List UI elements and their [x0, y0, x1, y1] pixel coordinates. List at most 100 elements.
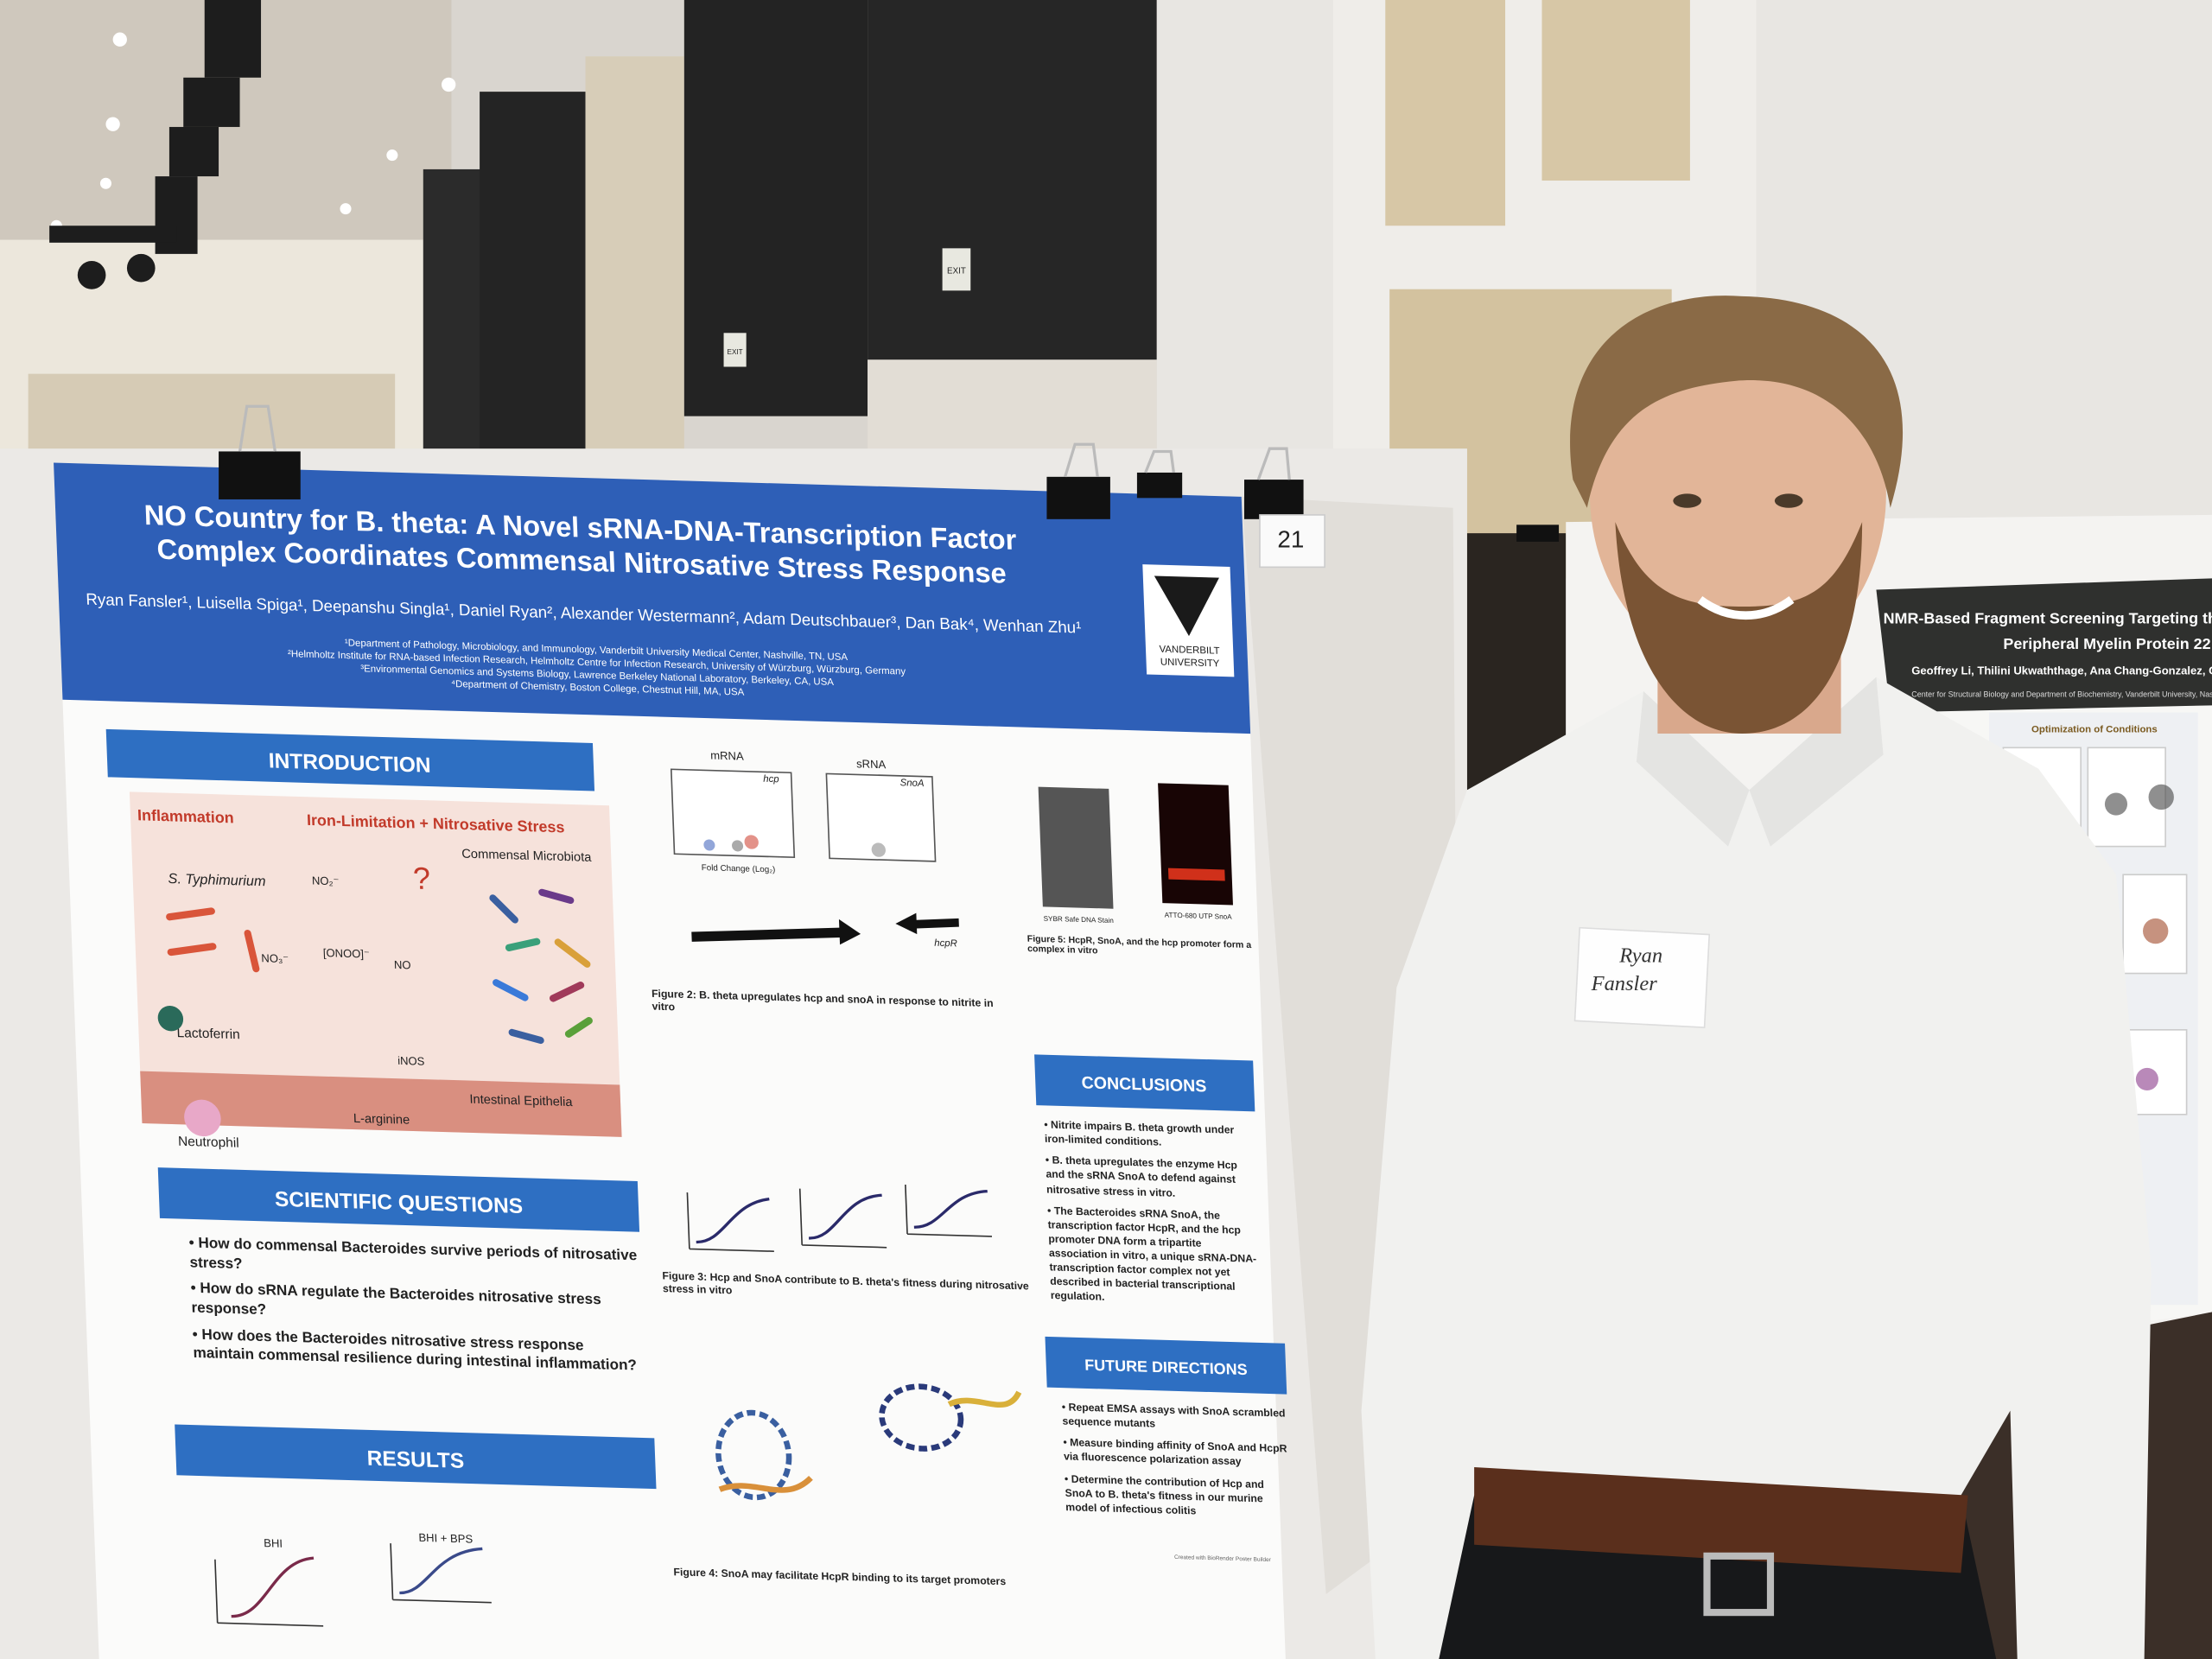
logo-text: VANDERBILT	[1159, 645, 1219, 657]
figure-caption: Figure 2: B. theta upregulates hcp and s…	[652, 987, 994, 1013]
poster-header	[54, 462, 1251, 734]
intro-label: Commensal Microbiota	[461, 848, 593, 865]
name-tag	[1573, 926, 1711, 1029]
board-number: 21	[1277, 525, 1304, 552]
growth-plots	[214, 1543, 492, 1627]
wall-strip	[585, 56, 684, 480]
question: • How does the Bacteroides nitrosative s…	[192, 1325, 638, 1375]
intro-label: NO₃⁻	[261, 951, 289, 965]
intro-label: [ONOO]⁻	[323, 946, 371, 961]
future-item: • Measure binding affinity of SnoA and H…	[1063, 1436, 1287, 1469]
neighbor-affiliation: Center for Structural Biology and Depart…	[1911, 690, 2212, 699]
volcano-plot	[670, 768, 796, 859]
intro-label: Lactoferrin	[176, 1026, 240, 1042]
gel-band	[1167, 868, 1225, 881]
figure-label: hcpR	[934, 938, 957, 950]
beard	[1615, 522, 1863, 734]
number-card	[1259, 514, 1325, 569]
intro-label: NO	[394, 958, 411, 972]
section-bar	[105, 728, 595, 791]
neighbor-title: NMR-Based Fragment Screening Targeting t…	[1884, 610, 2212, 627]
face	[1590, 317, 1886, 671]
stage-lights	[49, 0, 262, 289]
shirt	[1361, 677, 2152, 1659]
exit-sign	[723, 333, 747, 367]
eye	[1673, 493, 1701, 508]
conclusion: • Nitrite impairs B. theta growth under …	[1044, 1118, 1235, 1149]
logo-mark	[1154, 575, 1219, 637]
intro-label: S. Typhimurium	[168, 871, 266, 889]
acoustic-panel	[1385, 0, 1506, 226]
figure-label: mRNA	[710, 749, 744, 763]
figure-label: sRNA	[856, 757, 887, 771]
exit-text: EXIT	[728, 348, 743, 356]
intro-label: Intestinal Epithelia	[469, 1093, 574, 1109]
plot-label: BHI + BPS	[418, 1531, 474, 1546]
pillar	[480, 92, 586, 466]
gene-arrow	[895, 912, 959, 935]
section-bar	[175, 1424, 657, 1490]
neutrophil-icon	[184, 1099, 221, 1137]
pillar	[683, 0, 868, 416]
epithelium	[140, 1071, 622, 1137]
protein-structures	[715, 1383, 1022, 1501]
ceiling-lights	[50, 32, 456, 232]
exit-sign	[942, 248, 971, 291]
question: • How do sRNA regulate the Bacteroides n…	[190, 1280, 602, 1319]
intro-label: Neutrophil	[178, 1135, 239, 1151]
exit-text: EXIT	[947, 267, 966, 276]
neighbor-header	[1876, 578, 2212, 713]
gel-image	[1038, 786, 1114, 909]
pillar	[868, 0, 1157, 360]
poster: NO Country for B. theta: A Novel sRNA-DN…	[54, 462, 1288, 1659]
intro-label: L-arginine	[353, 1112, 410, 1128]
name-tag-text: Ryan	[1618, 944, 1662, 967]
section-bar	[1034, 1054, 1255, 1112]
neighbor-authors: Geoffrey Li, Thilini Ukwaththage, Ana Ch…	[1911, 664, 2212, 677]
figure-label: ATTO-680 UTP SnoA	[1165, 912, 1233, 921]
conclusion: • B. theta upregulates the enzyme Hcp an…	[1045, 1154, 1238, 1199]
conclusion: • The Bacteroides sRNA SnoA, the transcr…	[1046, 1204, 1257, 1304]
logo-text: UNIVERSITY	[1160, 657, 1220, 669]
section-heading: CONCLUSIONS	[1081, 1073, 1207, 1096]
eye	[1774, 493, 1803, 508]
neighbor-section: Optimization of Conditions	[2031, 724, 2158, 734]
axis-label: Fold Change (Log₂)	[702, 863, 776, 874]
gene-arrow	[691, 918, 861, 945]
figure-label: hcp	[763, 774, 779, 785]
board-frame	[1466, 533, 1567, 791]
lactoferrin-icon	[157, 1005, 184, 1032]
section-bar	[157, 1167, 640, 1232]
intro-label: Inflammation	[137, 806, 234, 826]
figure-caption: Figure 4: SnoA may facilitate HcpR bindi…	[673, 1566, 1006, 1588]
intro-label: NO₂⁻	[312, 874, 340, 888]
conclusion-list: • Nitrite impairs B. theta growth under …	[1044, 1118, 1257, 1304]
section-bar	[1045, 1336, 1287, 1395]
acoustic-panel	[1541, 0, 1690, 181]
growth-plots	[686, 1184, 993, 1253]
future-item: • Repeat EMSA assays with SnoA scrambled…	[1061, 1400, 1286, 1431]
presenter	[1361, 296, 2152, 1659]
intro-figure	[129, 791, 622, 1137]
credit: Created with BioRender Poster Builder	[1174, 1554, 1272, 1563]
section-heading: INTRODUCTION	[268, 749, 431, 777]
intro-label: ?	[412, 861, 431, 897]
hair	[1570, 296, 1904, 508]
figure-label: SnoA	[899, 778, 924, 789]
binder-clips	[219, 404, 1560, 542]
intro-label: iNOS	[397, 1054, 425, 1068]
question-list: • How do commensal Bacteroides survive p…	[188, 1235, 638, 1375]
belt	[1474, 1466, 1968, 1573]
belt-buckle	[1703, 1552, 1775, 1617]
future-item: • Determine the contribution of Hcp and …	[1064, 1471, 1265, 1517]
smile	[1697, 595, 1795, 620]
figure-caption: Figure 3: Hcp and SnoA contribute to B. …	[662, 1269, 1029, 1297]
plot-label: BHI	[264, 1536, 283, 1550]
section-heading: RESULTS	[366, 1447, 464, 1473]
far-panel	[28, 373, 396, 459]
neighbor-title: Peripheral Myelin Protein 22	[2003, 635, 2210, 652]
volcano-points	[703, 835, 886, 857]
pillar	[423, 168, 487, 466]
